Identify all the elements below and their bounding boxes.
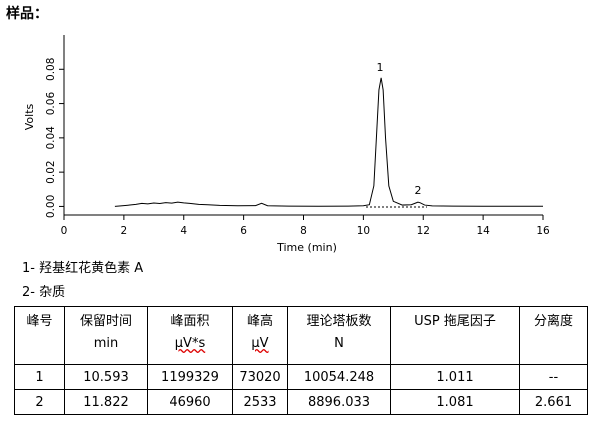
header-cell: 峰面积 μV*s xyxy=(147,306,233,365)
header-text: USP 拖尾因子 xyxy=(414,314,496,329)
header-text: μV*s xyxy=(174,336,206,351)
data-cell: 2533 xyxy=(232,389,288,415)
header-text: N xyxy=(334,336,344,351)
note: 2- 杂质 xyxy=(22,285,65,300)
data-cell: 11.822 xyxy=(64,389,148,415)
x-tick-label: 0 xyxy=(61,225,68,237)
y-tick-label: 0.06 xyxy=(45,92,57,116)
data-cell: 1 xyxy=(14,364,65,390)
note: 1- 羟基红花黄色素 A xyxy=(22,260,143,276)
data-cell: 8896.033 xyxy=(287,389,391,415)
x-tick-label: 16 xyxy=(536,225,550,237)
y-axis-label: Volts xyxy=(23,103,36,130)
peak-label: 1 xyxy=(377,61,384,74)
chromatogram-line xyxy=(114,77,543,207)
data-cell: 1.081 xyxy=(390,389,520,415)
data-cell: 1199329 xyxy=(147,364,233,390)
data-cell: 1.011 xyxy=(390,364,520,390)
data-cell: 2.661 xyxy=(519,389,588,415)
page-title: 样品： xyxy=(6,5,48,22)
y-tick-label: 0.08 xyxy=(45,58,57,81)
x-tick-label: 14 xyxy=(476,225,490,237)
header-text: min xyxy=(93,336,119,351)
header-cell: USP 拖尾因子 xyxy=(390,306,520,365)
x-tick-label: 10 xyxy=(357,225,370,237)
data-cell: 2 xyxy=(14,389,65,415)
header-row: 峰号 保留时间 min 峰面积 μV*s 峰高 μV 理论塔板数 N USP 拖尾因子 分离度 xyxy=(14,306,588,365)
data-cell: -- xyxy=(519,364,588,390)
header-cell: 峰号 xyxy=(14,306,65,365)
data-row: 1 10.593 1199329 73020 10054.248 1.011 -- xyxy=(14,364,588,390)
y-tick-label: 0.04 xyxy=(45,126,57,150)
header-text: 理论塔板数 xyxy=(306,314,372,329)
x-tick-label: 6 xyxy=(240,225,247,237)
header-cell: 保留时间 min xyxy=(64,306,148,365)
x-tick-label: 12 xyxy=(417,225,430,237)
y-tick-label: 0.00 xyxy=(45,195,57,218)
header-text: μV xyxy=(251,336,269,351)
header-text: 峰高 xyxy=(246,314,273,329)
x-tick-label: 4 xyxy=(180,225,187,237)
data-cell: 10054.248 xyxy=(287,364,391,390)
chart: 样品： Volts Time (min) 1 2 1- 羟基红花黄色素 A 2-… xyxy=(6,5,550,300)
header-text: 峰面积 xyxy=(170,314,210,329)
x-tick-label: 8 xyxy=(300,225,307,237)
header-text: 保留时间 xyxy=(79,314,132,329)
x-tick-label: 2 xyxy=(121,225,128,237)
peak-label: 2 xyxy=(415,184,422,197)
y-tick-label: 0.02 xyxy=(45,160,57,183)
header-text: 峰号 xyxy=(26,314,53,329)
data-cell: 73020 xyxy=(232,364,288,390)
header-cell: 理论塔板数 N xyxy=(287,306,391,365)
x-axis-label: Time (min) xyxy=(276,241,337,254)
data-cell: 10.593 xyxy=(64,364,148,390)
header-text: 分离度 xyxy=(533,314,573,329)
header-cell: 分离度 xyxy=(519,306,588,365)
header-cell: 峰高 μV xyxy=(232,306,288,365)
data-cell: 46960 xyxy=(147,389,233,415)
data-row: 2 11.822 46960 2533 8896.033 1.081 2.661 xyxy=(14,389,588,415)
